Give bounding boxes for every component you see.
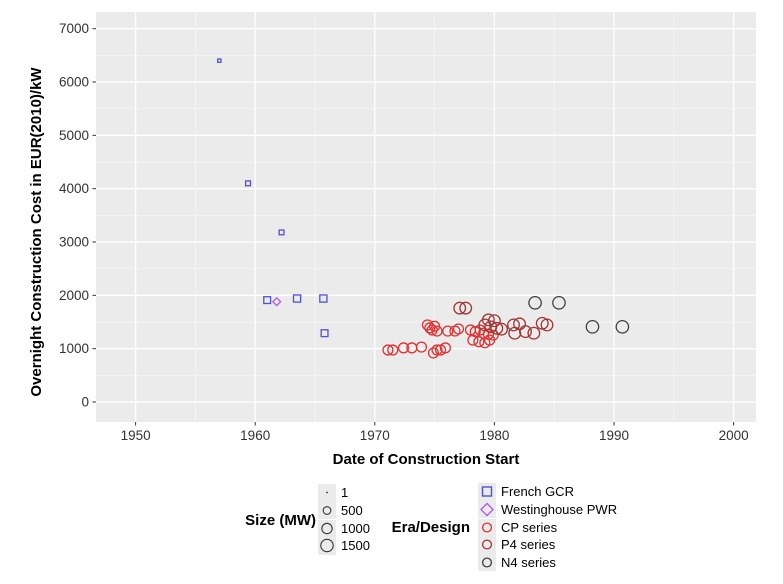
data-point-cp-series	[484, 334, 496, 346]
y-axis-title: Overnight Construction Cost in EUR(2010)…	[28, 67, 45, 397]
data-point-cp-series	[452, 323, 465, 335]
y-tick-label: 0	[81, 395, 89, 410]
x-tick-label: 1990	[599, 428, 629, 443]
data-point-p4-series	[478, 318, 492, 332]
x-tick-label: 2000	[719, 428, 749, 443]
square-marker-icon	[478, 483, 496, 501]
data-point-cp-series	[387, 344, 399, 356]
legend-item: N4 series	[478, 553, 617, 572]
data-point-n4-series	[528, 295, 542, 310]
data-point-p4-series	[453, 301, 467, 315]
data-point-french-gcr	[278, 229, 285, 236]
era-legend-title: Era/Design	[391, 519, 470, 536]
data-point-westinghouse-pwr	[271, 296, 282, 307]
legend-item-label: P4 series	[501, 537, 556, 553]
y-tick-label: 7000	[59, 21, 89, 36]
data-point-french-gcr	[244, 180, 252, 187]
y-tick-label: 4000	[59, 181, 89, 196]
legend-item: 500	[318, 501, 370, 520]
legend-item-label: 1	[341, 485, 349, 501]
data-point-n4-series	[552, 295, 566, 310]
data-point-cp-series	[442, 325, 454, 337]
data-point-french-gcr	[292, 294, 302, 303]
legend-item: French GCR	[478, 483, 617, 501]
legend-item-label: N4 series	[501, 555, 556, 571]
data-point-n4-series	[585, 319, 600, 334]
y-tick-label: 3000	[59, 235, 89, 250]
data-point-p4-series	[490, 321, 504, 335]
y-tick-label: 2000	[59, 288, 89, 303]
data-point-french-gcr	[319, 294, 328, 303]
legend-item-label: Westinghouse PWR	[501, 502, 618, 518]
data-point-cp-series	[415, 341, 428, 353]
data-point-cp-series	[431, 325, 443, 337]
data-point-p4-series	[527, 326, 541, 340]
size-marker-icon	[318, 537, 336, 555]
circle-marker-icon	[478, 518, 496, 536]
data-point-cp-series	[427, 347, 439, 359]
legend-item-label: CP series	[501, 519, 558, 535]
plot-panel	[96, 12, 756, 422]
x-tick-label: 1950	[121, 428, 151, 443]
data-point-p4-series	[519, 325, 532, 339]
data-point-p4-series	[507, 318, 520, 332]
size-marker-icon	[318, 484, 336, 502]
x-tick-label: 1970	[360, 428, 390, 443]
legend-item: 1	[318, 484, 370, 502]
data-point-cp-series	[431, 344, 443, 356]
data-point-cp-series	[467, 334, 479, 346]
size-marker-icon	[318, 519, 336, 537]
legend-item: CP series	[478, 518, 617, 536]
size-legend: 1 500 1000 1500	[318, 484, 370, 555]
x-axis-title: Date of Construction Start	[332, 451, 520, 468]
legend-item-label: 500	[341, 503, 363, 519]
size-marker-icon	[318, 501, 336, 520]
legend-item: 1000	[318, 519, 370, 537]
data-point-p4-series	[540, 318, 554, 332]
diamond-marker-icon	[478, 500, 496, 519]
era-legend: French GCR Westinghouse PWR CP series P4 se…	[478, 483, 618, 572]
y-tick-label: 5000	[59, 128, 89, 143]
data-point-french-gcr	[320, 329, 329, 338]
legend-item: P4 series	[478, 536, 617, 554]
x-tick-label: 1960	[240, 428, 270, 443]
circle-marker-icon	[478, 536, 496, 554]
data-point-cp-series	[382, 344, 394, 356]
size-legend-title: Size (MW)	[245, 512, 316, 529]
circle-marker-icon	[478, 553, 496, 572]
data-point-p4-series	[495, 322, 509, 336]
legend-item: Westinghouse PWR	[478, 500, 618, 519]
data-point-cp-series	[473, 336, 485, 348]
data-point-n4-series	[615, 319, 630, 334]
data-point-french-gcr	[263, 296, 272, 305]
legend-item: 1500	[318, 537, 370, 555]
legend-item-label: French GCR	[501, 484, 574, 500]
data-point-cp-series	[397, 342, 410, 354]
y-tick-label: 6000	[59, 75, 89, 90]
legend-item-label: 1500	[341, 538, 370, 554]
y-tick-label: 1000	[59, 341, 89, 356]
legend-item-label: 1000	[341, 520, 370, 536]
data-point-french-gcr	[217, 58, 222, 63]
x-tick-label: 1980	[479, 428, 509, 443]
data-point-p4-series	[459, 301, 473, 315]
data-point-cp-series	[424, 322, 436, 334]
data-point-cp-series	[439, 342, 451, 354]
